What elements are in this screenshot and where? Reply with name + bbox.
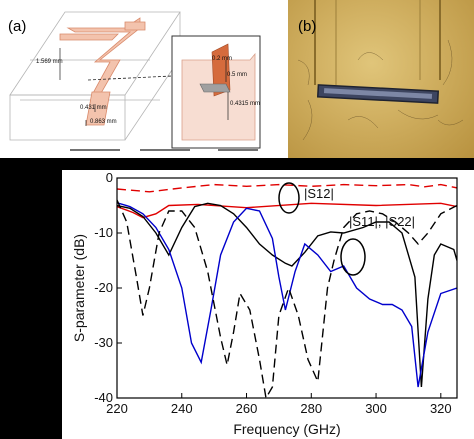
waveguide-3d-drawing	[9, 11, 261, 151]
panel-a-model-view: (a) 1.5	[0, 0, 288, 158]
s12-annotation-circle	[278, 182, 300, 214]
annotation-s12: |S12|	[304, 186, 334, 201]
x-tick-label: 300	[365, 401, 387, 416]
y-tick-label: -40	[94, 390, 113, 405]
x-tick-label: 320	[430, 401, 452, 416]
dim-label: 0.4315 mm	[230, 101, 260, 107]
x-tick-label: 260	[236, 401, 258, 416]
x-tick-label: 280	[300, 401, 322, 416]
s11-annotation-circle	[340, 238, 366, 276]
series-line-1	[117, 202, 457, 219]
series-line-4	[117, 199, 457, 398]
x-tick-label: 220	[106, 401, 128, 416]
series-line-0	[117, 183, 457, 193]
x-axis-label: Frequency (GHz)	[233, 421, 340, 437]
micrograph-image	[297, 0, 464, 141]
panel-b-label: (b)	[298, 18, 317, 35]
panel-b-micrograph: (b)	[288, 0, 474, 158]
panel-c-chart: 220 240 260 280 300 320 0 -10 -20 -30 -40 |S12| |S…	[62, 170, 474, 439]
y-tick-label: 0	[106, 170, 113, 185]
series-line-2	[117, 202, 457, 388]
y-tick-label: -30	[94, 335, 113, 350]
panel-a-label: (a)	[8, 18, 27, 35]
y-axis-label: S-parameter (dB)	[71, 234, 87, 342]
plot-frame	[116, 177, 458, 399]
dim-label: 0.431 mm	[80, 105, 107, 111]
dimension-labels: 1.569 mm 0.431 mm 0.863 mm 0.2 mm 0.5 mm…	[36, 56, 260, 125]
x-tick-label: 240	[171, 401, 193, 416]
series-line-3	[117, 202, 457, 388]
dim-label: 1.569 mm	[36, 59, 63, 65]
s-parameter-chart: 220 240 260 280 300 320 0 -10 -20 -30 -40 |S12| |S…	[71, 170, 458, 437]
dim-label: 0.863 mm	[90, 119, 117, 125]
annotation-s11-s22: |S11|, |S22|	[349, 214, 415, 229]
dim-label: 0.5 mm	[227, 72, 247, 78]
y-tick-label: -10	[94, 225, 113, 240]
dim-label: 0.2 mm	[212, 56, 232, 62]
y-tick-label: -20	[94, 280, 113, 295]
